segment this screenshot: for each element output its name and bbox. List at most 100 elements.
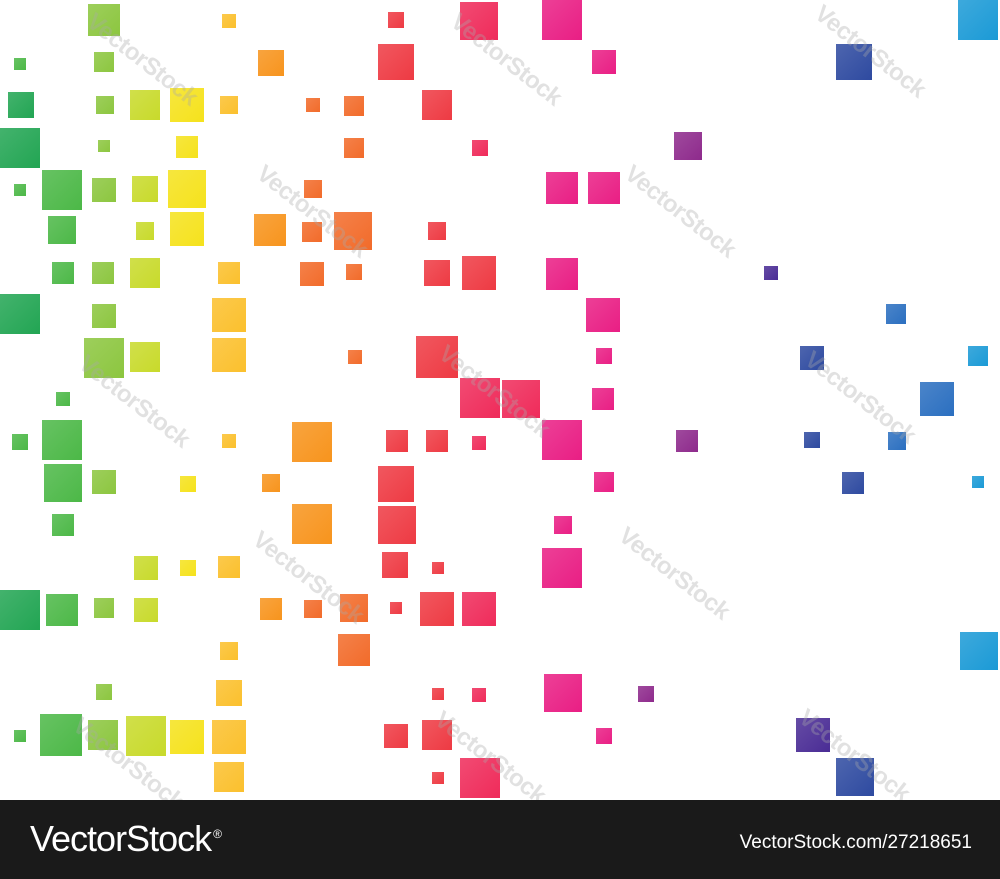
mosaic-square	[544, 674, 582, 712]
mosaic-square	[638, 686, 654, 702]
mosaic-square	[14, 730, 26, 742]
mosaic-square	[212, 338, 246, 372]
mosaic-square	[340, 594, 368, 622]
mosaic-square	[84, 338, 124, 378]
mosaic-square	[596, 348, 612, 364]
mosaic-square	[216, 680, 242, 706]
mosaic-square	[92, 262, 114, 284]
mosaic-square	[126, 716, 166, 756]
mosaic-square	[960, 632, 998, 670]
vectorstock-logo: VectorStock ®	[30, 818, 222, 860]
mosaic-square	[96, 684, 112, 700]
mosaic-square	[176, 136, 198, 158]
mosaic-square	[214, 762, 244, 792]
mosaic-square	[800, 346, 824, 370]
mosaic-square	[542, 0, 582, 40]
mosaic-square	[426, 430, 448, 452]
mosaic-square	[592, 388, 614, 410]
mosaic-square	[180, 476, 196, 492]
mosaic-square	[258, 50, 284, 76]
mosaic-square	[804, 432, 820, 448]
mosaic-square	[462, 592, 496, 626]
mosaic-square	[588, 172, 620, 204]
mosaic-square	[8, 92, 34, 118]
mosaic-square	[222, 434, 236, 448]
mosaic-square	[542, 420, 582, 460]
mosaic-square	[170, 720, 204, 754]
mosaic-square	[168, 170, 206, 208]
mosaic-square	[344, 138, 364, 158]
mosaic-square	[170, 88, 204, 122]
mosaic-square	[888, 432, 906, 450]
mosaic-square	[220, 642, 238, 660]
mosaic-square	[0, 128, 40, 168]
mosaic-square	[472, 140, 488, 156]
mosaic-square	[460, 758, 500, 798]
mosaic-square	[136, 222, 154, 240]
mosaic-square	[390, 602, 402, 614]
logo-text: VectorStock	[30, 818, 212, 859]
mosaic-square	[338, 634, 370, 666]
mosaic-square	[432, 688, 444, 700]
mosaic-square	[300, 262, 324, 286]
mosaic-square	[796, 718, 830, 752]
mosaic-square	[432, 562, 444, 574]
mosaic-square	[348, 350, 362, 364]
mosaic-square	[40, 714, 82, 756]
mosaic-square	[842, 472, 864, 494]
mosaic-square	[48, 216, 76, 244]
mosaic-square	[42, 170, 82, 210]
mosaic-square	[972, 476, 984, 488]
mosaic-square	[764, 266, 778, 280]
mosaic-square	[304, 600, 322, 618]
footer-bar: VectorStock ® VectorStock.com/27218651	[0, 800, 1000, 879]
mosaic-square	[676, 430, 698, 452]
mosaic-square	[180, 560, 196, 576]
mosaic-square	[130, 258, 160, 288]
mosaic-square	[416, 336, 458, 378]
mosaic-square	[134, 556, 158, 580]
mosaic-square	[52, 514, 74, 536]
mosaic-square	[422, 720, 452, 750]
mosaic-square	[472, 436, 486, 450]
mosaic-square	[134, 598, 158, 622]
mosaic-square	[222, 14, 236, 28]
mosaic-square	[212, 720, 246, 754]
mosaic-square	[12, 434, 28, 450]
mosaic-square	[674, 132, 702, 160]
mosaic-square	[958, 0, 998, 40]
mosaic-square	[46, 594, 78, 626]
mosaic-square	[968, 346, 988, 366]
mosaic-square	[92, 178, 116, 202]
mosaic-square	[594, 472, 614, 492]
mosaic-square	[42, 420, 82, 460]
mosaic-square	[386, 430, 408, 452]
mosaic-square	[428, 222, 446, 240]
image-url: VectorStock.com/27218651	[739, 832, 972, 853]
mosaic-square	[378, 506, 416, 544]
mosaic-square	[130, 342, 160, 372]
mosaic-square	[554, 516, 572, 534]
mosaic-square	[424, 260, 450, 286]
mosaic-square	[0, 294, 40, 334]
mosaic-square	[334, 212, 372, 250]
mosaic-square	[220, 96, 238, 114]
mosaic-square	[94, 598, 114, 618]
mosaic-square	[170, 212, 204, 246]
mosaic-square	[92, 304, 116, 328]
mosaic-square	[92, 470, 116, 494]
mosaic-square	[302, 222, 322, 242]
mosaic-square	[218, 262, 240, 284]
mosaic-square	[98, 140, 110, 152]
mosaic-square	[378, 44, 414, 80]
mosaic-square	[388, 12, 404, 28]
mosaic-square	[472, 688, 486, 702]
mosaic-square	[384, 724, 408, 748]
mosaic-square	[262, 474, 280, 492]
mosaic-square	[0, 590, 40, 630]
mosaic-square	[292, 422, 332, 462]
mosaic-square	[462, 256, 496, 290]
mosaic-square	[542, 548, 582, 588]
mosaic-square	[56, 392, 70, 406]
mosaic-square	[378, 466, 414, 502]
